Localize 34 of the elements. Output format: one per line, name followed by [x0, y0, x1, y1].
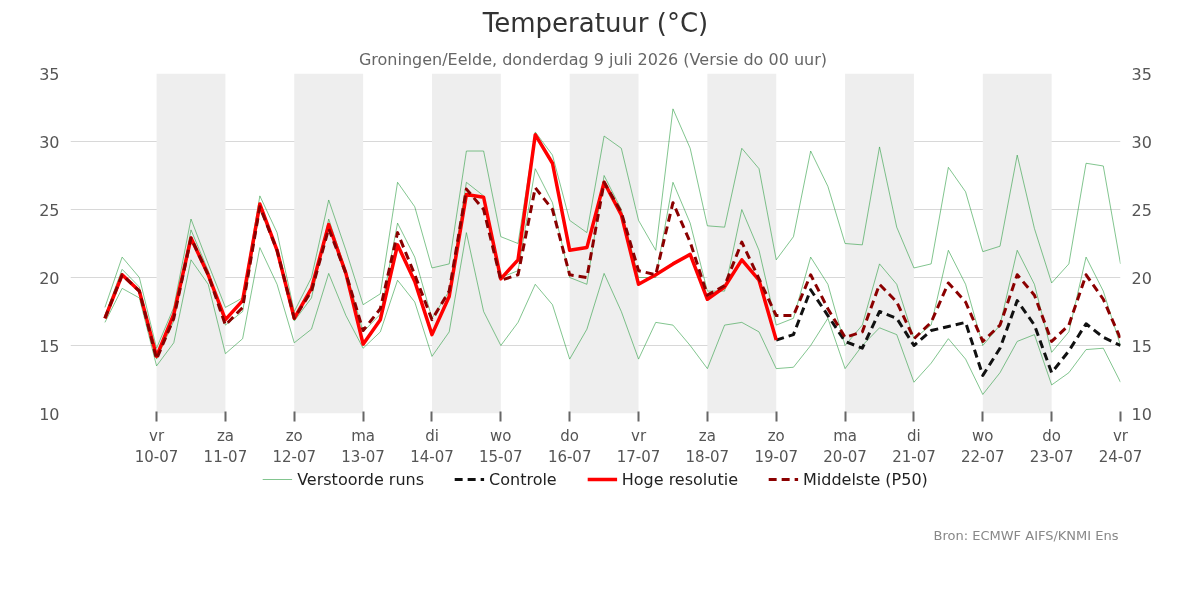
- legend-label: Hoge resolutie: [621, 469, 738, 489]
- y2-tick-label: 35: [1131, 64, 1152, 84]
- x-tick-label: vr 24-07: [1098, 426, 1143, 467]
- y-tick-label: 10: [39, 404, 60, 424]
- x-tick-label: vr 10-07: [134, 426, 179, 467]
- y-tick-label: 20: [39, 268, 60, 288]
- x-tick-label: zo 12-07: [272, 426, 317, 467]
- x-tick-label: di 21-07: [892, 426, 936, 467]
- x-tick-label: wo 22-07: [961, 426, 1005, 467]
- x-tick-label: di 14-07: [410, 426, 454, 467]
- y2-tick-label: 20: [1131, 268, 1152, 288]
- legend-label: Middelste (P50): [802, 469, 928, 489]
- y2-tick-label: 30: [1131, 132, 1152, 152]
- legend-label: Controle: [489, 469, 557, 489]
- legend-label: Verstoorde runs: [297, 469, 425, 489]
- x-tick-label: do 23-07: [1029, 426, 1074, 467]
- x-tick-label: wo 15-07: [479, 426, 523, 467]
- y2-tick-label: 10: [1131, 404, 1152, 424]
- y-tick-label: 35: [39, 64, 60, 84]
- x-tick-label: ma 13-07: [341, 426, 385, 467]
- y-tick-label: 25: [39, 200, 60, 220]
- x-tick-label: do 16-07: [547, 426, 592, 467]
- x-tick-label: vr 17-07: [616, 426, 661, 467]
- x-tick-label: zo 19-07: [754, 426, 799, 467]
- x-tick-label: ma 20-07: [823, 426, 867, 467]
- y2-tick-label: 25: [1131, 200, 1152, 220]
- y-tick-label: 15: [39, 336, 60, 356]
- x-tick-label: za 11-07: [203, 426, 248, 467]
- chart-subtitle: Groningen/Eelde, donderdag 9 juli 2026 (Versie do 00 uur): [358, 49, 828, 69]
- text: Bron: ECMWF AIFS/KNMI Ens: [933, 527, 1119, 543]
- chart-title: Temperatuur (°C): [481, 7, 709, 38]
- y-tick-label: 30: [39, 132, 60, 152]
- y2-tick-label: 15: [1131, 336, 1152, 356]
- x-tick-label: za 18-07: [685, 426, 730, 467]
